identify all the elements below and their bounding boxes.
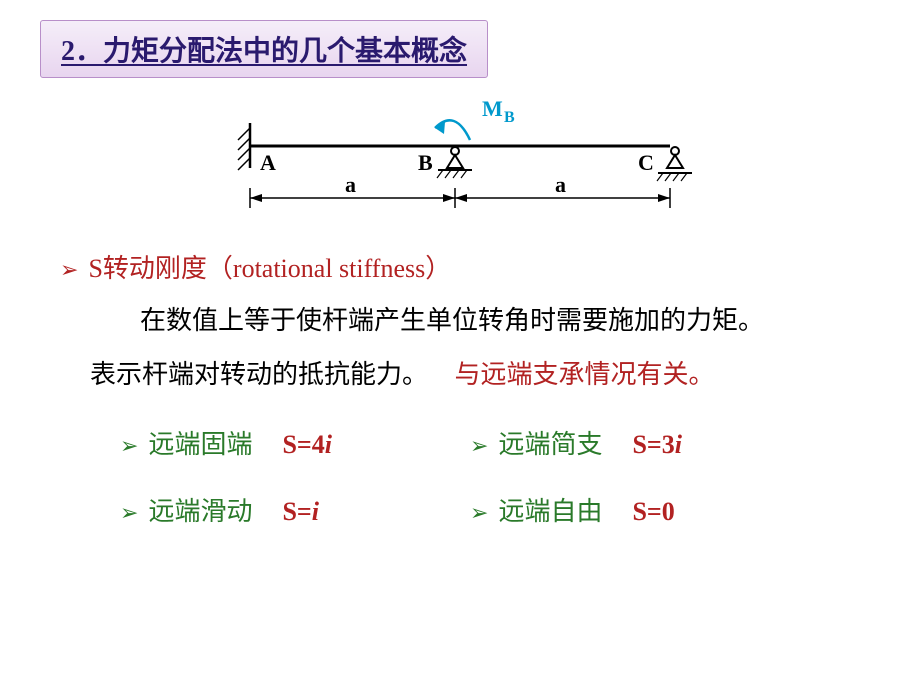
stiff-value: S=4i [282, 430, 332, 460]
stiff-label: 远端滑动 [148, 491, 252, 528]
svg-text:M: M [482, 98, 503, 121]
stiff-free: ➢ 远端自由 S=0 [470, 491, 770, 528]
section-title: 2．力矩分配法中的几个基本概念 [40, 20, 488, 78]
stiff-value: S=3i [632, 430, 682, 460]
bullet-icon: ➢ [60, 257, 78, 283]
bullet-icon: ➢ [470, 433, 488, 459]
definition-line-2: 表示杆端对转动的抵抗能力。 与远端支承情况有关。 [90, 357, 880, 393]
span-a-1: a [345, 172, 356, 197]
point-c-label: C [638, 150, 654, 175]
stiff-label: 远端简支 [498, 424, 602, 461]
stiffness-table: ➢ 远端固端 S=4i ➢ 远端简支 S=3i ➢ 远端滑动 S=i ➢ 远端自… [120, 424, 880, 528]
span-a-2: a [555, 172, 566, 197]
line2-part-a: 表示杆端对转动的抵抗能力。 [90, 360, 428, 389]
stiff-value: S=i [282, 497, 319, 527]
stiff-fixed: ➢ 远端固端 S=4i [120, 424, 420, 461]
bullet-icon: ➢ [120, 500, 138, 526]
stiff-value: S=0 [632, 497, 674, 527]
point-b-label: B [418, 150, 433, 175]
stiff-pinned: ➢ 远端简支 S=3i [470, 424, 770, 461]
beam-diagram: M B A B C a a [210, 98, 710, 228]
stiff-label: 远端固端 [148, 424, 252, 461]
line2-part-b: 与远端支承情况有关。 [455, 360, 715, 389]
heading-cn: S转动刚度 [88, 254, 206, 283]
definition-line-1: 在数值上等于使杆端产生单位转角时需要施加的力矩。 [140, 303, 880, 339]
heading-en: （rotational stiffness） [207, 254, 451, 283]
bullet-icon: ➢ [120, 433, 138, 459]
point-a-label: A [260, 150, 276, 175]
bullet-icon: ➢ [470, 500, 488, 526]
stiff-slider: ➢ 远端滑动 S=i [120, 491, 420, 528]
heading-rotational-stiffness: ➢ S转动刚度（rotational stiffness） [60, 248, 880, 285]
svg-text:B: B [504, 109, 515, 126]
stiff-label: 远端自由 [498, 491, 602, 528]
